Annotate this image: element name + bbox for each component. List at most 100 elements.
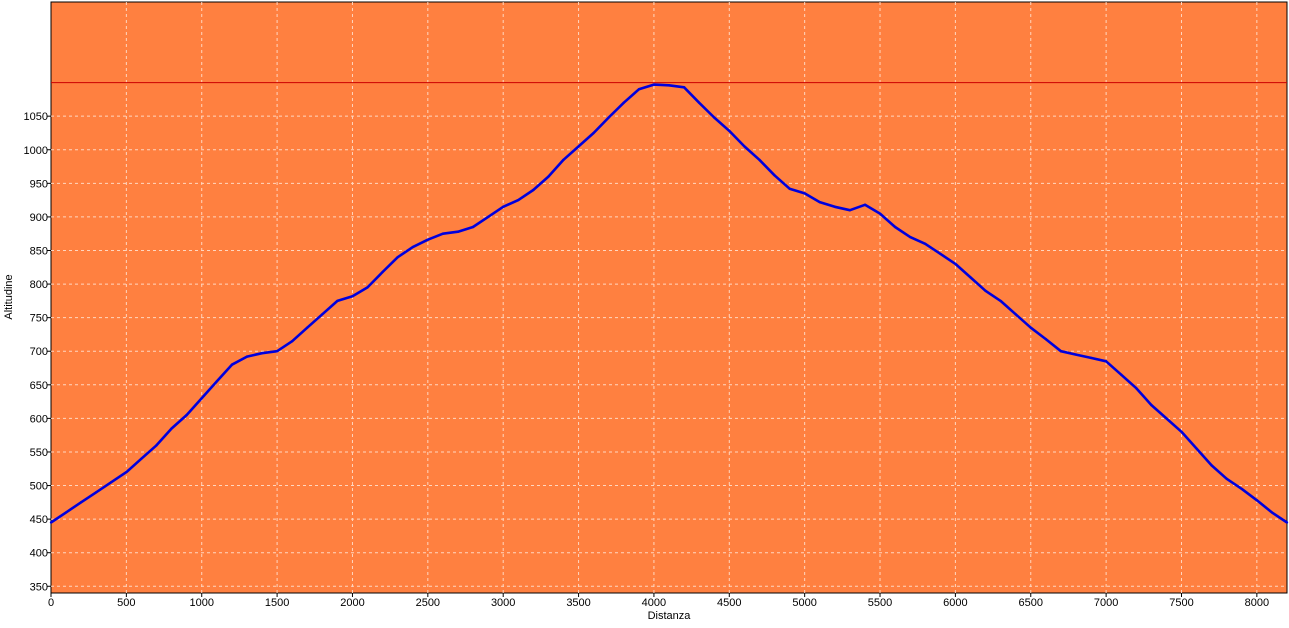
x-tick-label: 6500 [1019,597,1043,609]
y-tick-label: 550 [30,447,48,459]
y-tick-label: 350 [30,581,48,593]
elevation-point [682,86,686,89]
x-tick-label: 2500 [416,597,440,609]
y-tick-label: 450 [30,514,48,526]
elevation-point [1135,387,1138,390]
x-tick-label: 3000 [491,597,515,609]
x-tick-label: 500 [117,597,135,609]
elevation-point [833,205,836,208]
elevation-point [532,188,535,192]
elevation-point [125,470,128,474]
elevation-point [562,158,565,161]
elevation-point [321,313,324,316]
elevation-point [1150,403,1153,407]
y-tick-label: 1050 [24,111,48,123]
x-tick-label: 6000 [943,597,967,609]
grid-layer [51,2,1287,593]
x-tick-label: 7500 [1169,597,1193,609]
elevation-point [1074,353,1078,356]
elevation-point [517,198,520,202]
y-tick-label: 900 [30,212,48,224]
y-tick-label: 600 [30,413,48,425]
elevation-point [577,145,580,148]
elevation-point [773,174,776,177]
elevation-point [728,129,731,133]
elevation-point [245,355,249,358]
elevation-point [999,299,1002,303]
x-tick-label: 1000 [189,597,213,609]
elevation-point [818,200,821,204]
x-tick-label: 8000 [1245,597,1269,609]
elevation-point [622,101,625,104]
elevation-point [848,209,852,212]
x-tick-label: 4500 [717,597,741,609]
y-tick-label: 400 [30,548,48,560]
elevation-point [1044,337,1048,341]
y-tick-label: 750 [30,313,48,325]
elevation-point [49,521,53,524]
x-tick-label: 1500 [265,597,289,609]
tick-layer: 0 500 1000 1500 2000 2500 3000 3500 4000 4500 5000… [24,111,1270,609]
elevation-point [185,413,188,417]
elevation-point [306,326,309,329]
elevation-point [697,101,701,104]
elevation-point [607,116,610,119]
elevation-point [1240,487,1244,491]
elevation-point [110,481,113,484]
plot-area [50,1,1288,594]
elevation-point [1180,430,1183,433]
elevation-point [924,242,927,245]
elevation-point [79,501,83,504]
elevation-point [366,286,369,289]
elevation-point [291,340,294,343]
elevation-point [1104,360,1108,363]
elevation-point [95,491,98,494]
elevation-point [230,363,234,366]
y-axis-title: Altitudine [3,274,15,319]
elevation-point [1165,417,1168,420]
x-tick-label: 5000 [792,597,816,609]
elevation-point [984,289,987,292]
elevation-point [502,205,505,208]
elevation-points [49,83,1289,524]
elevation-point [637,88,641,91]
elevation-point [878,212,882,215]
elevation-point [260,352,264,355]
elevation-point [863,203,867,206]
elevation-point [1225,477,1228,480]
elevation-point [1285,521,1289,524]
elevation-point [336,299,339,303]
elevation-point [456,230,460,233]
x-tick-label: 3500 [566,597,590,609]
elevation-point [1195,447,1198,450]
y-tick-label: 800 [30,279,48,291]
elevation-point [155,444,158,447]
elevation-point [275,350,279,353]
elevation-point [713,116,716,119]
elevation-point [1029,326,1033,329]
elevation-point [1255,499,1259,502]
x-tick-label: 0 [48,597,54,609]
elevation-point [1120,373,1123,376]
x-tick-label: 7000 [1094,597,1118,609]
elevation-point [1210,464,1213,467]
elevation-point [758,158,761,161]
elevation-point [351,295,354,298]
elevation-point [667,84,671,87]
elevation-point [1270,511,1274,514]
elevation-point [471,225,475,229]
elevation-point [939,252,942,255]
elevation-point [215,380,218,383]
elevation-point [441,232,445,235]
elevation-point [743,145,746,148]
x-tick-label: 5500 [868,597,892,609]
elevation-point [170,427,173,430]
elevation-point [954,262,957,266]
y-tick-label: 950 [30,178,48,190]
elevation-point [547,175,550,178]
y-tick-label: 1000 [24,145,48,157]
elevation-point [803,192,806,195]
elevation-point [1089,356,1093,360]
